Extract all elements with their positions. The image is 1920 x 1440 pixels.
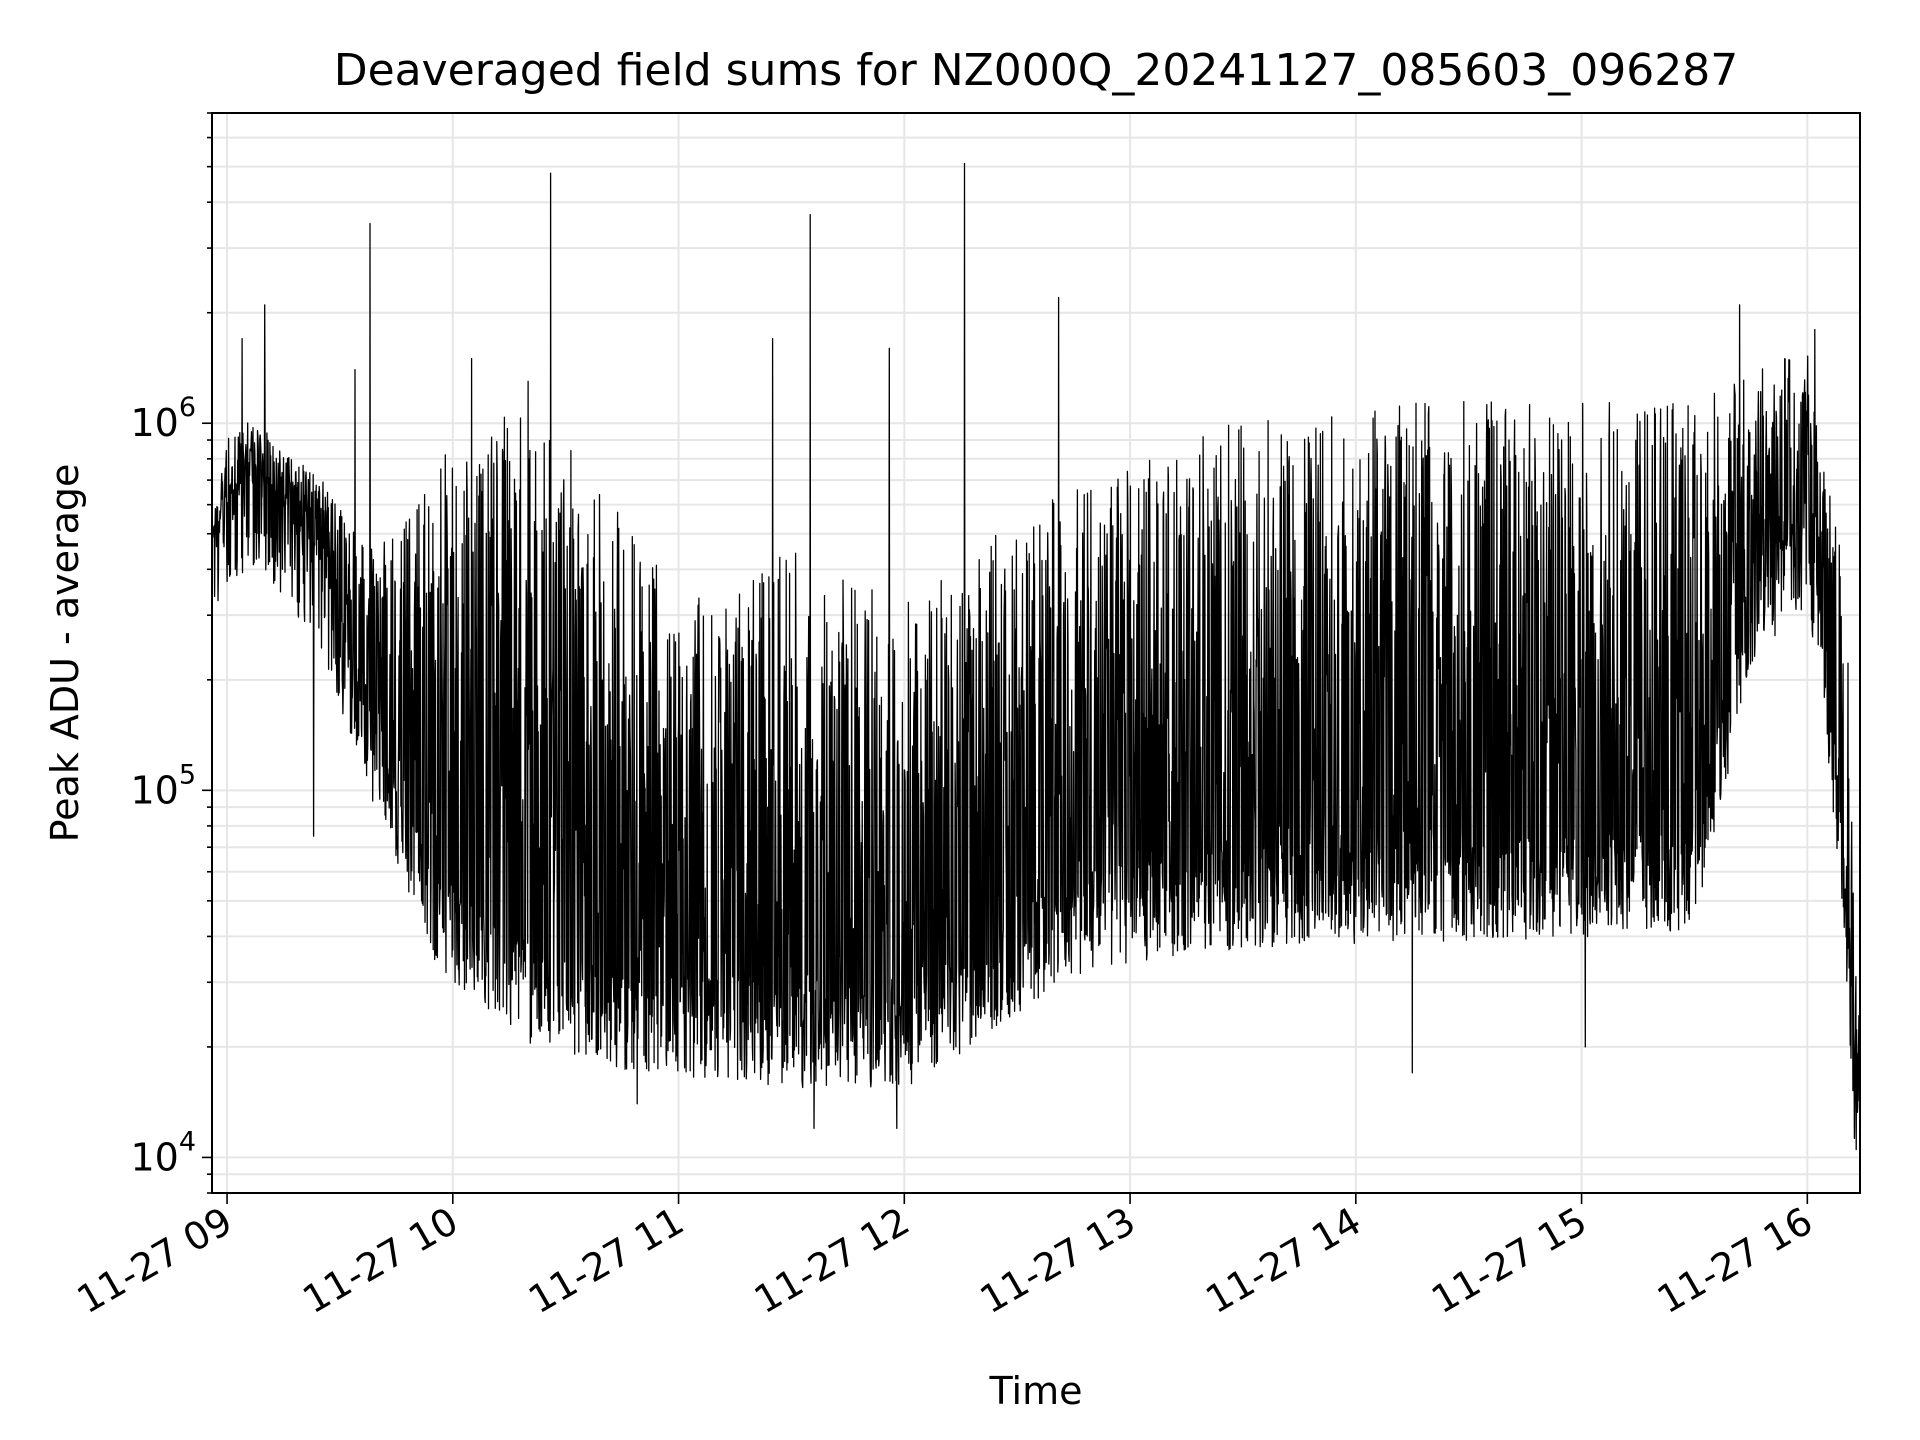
series-line-path [212, 162, 1860, 1151]
y-axis-label: Peak ADU - average [43, 464, 87, 843]
y-tick-label: 104 [130, 1126, 196, 1179]
y-tick-exponent: 6 [179, 392, 196, 423]
x-axis-label: Time [989, 1369, 1083, 1413]
plot-frame [211, 112, 1861, 1194]
y-tick-label: 106 [130, 392, 196, 445]
y-tick-exponent: 4 [179, 1126, 196, 1157]
y-tick-base: 10 [130, 1135, 178, 1179]
chart-title: Deaveraged field sums for NZ000Q_2024112… [334, 45, 1739, 96]
y-tick-label: 105 [130, 759, 196, 812]
y-tick-exponent: 5 [179, 759, 196, 790]
y-tick-base: 10 [130, 401, 178, 445]
y-tick-base: 10 [130, 768, 178, 812]
series-line [212, 162, 1860, 1151]
